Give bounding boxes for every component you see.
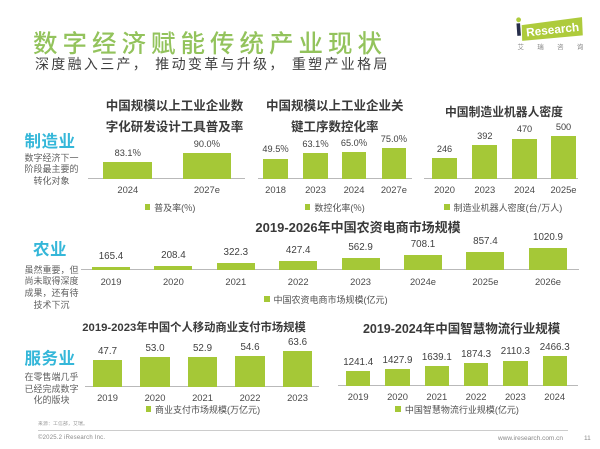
svg-text:Research: Research	[525, 20, 579, 40]
